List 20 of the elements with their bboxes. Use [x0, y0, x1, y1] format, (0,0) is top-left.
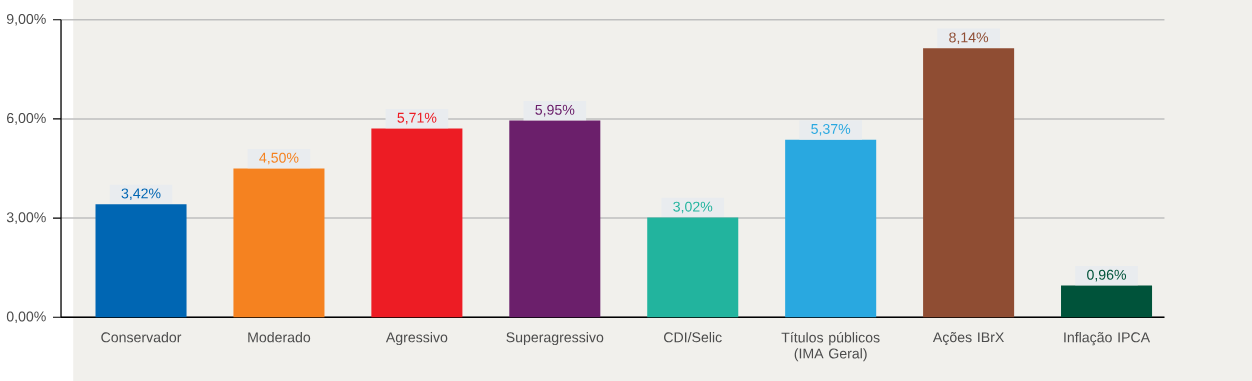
y-tick-label: 9,00%: [6, 13, 46, 26]
x-tick-label: Títulos públicos (IMA Geral): [781, 331, 880, 362]
x-tick-label: CDI/Selic: [664, 331, 722, 343]
data-label: 5,95%: [535, 104, 575, 117]
data-label: 5,71%: [397, 112, 437, 125]
x-tick-label: Inflação IPCA: [1064, 331, 1151, 346]
y-tick-label: 6,00%: [7, 112, 46, 125]
x-tick-label: Superagressivo: [506, 331, 604, 345]
y-tick-label: 3,00%: [6, 212, 46, 224]
x-tick-label: Ações IBrX: [932, 331, 1005, 345]
x-tick-label: Agressivo: [385, 331, 448, 345]
data-label: 8,14%: [949, 32, 989, 44]
data-label: 5,37%: [811, 123, 851, 136]
data-label: 3,42%: [121, 188, 161, 200]
data-label: 4,50%: [259, 152, 299, 165]
x-tick-label: Moderado: [248, 331, 311, 343]
data-label: 3,02%: [673, 201, 713, 214]
data-label: 0,96%: [1087, 269, 1127, 282]
x-tick-label: Conservador: [101, 331, 182, 343]
y-tick-label: 0,00%: [6, 311, 46, 323]
